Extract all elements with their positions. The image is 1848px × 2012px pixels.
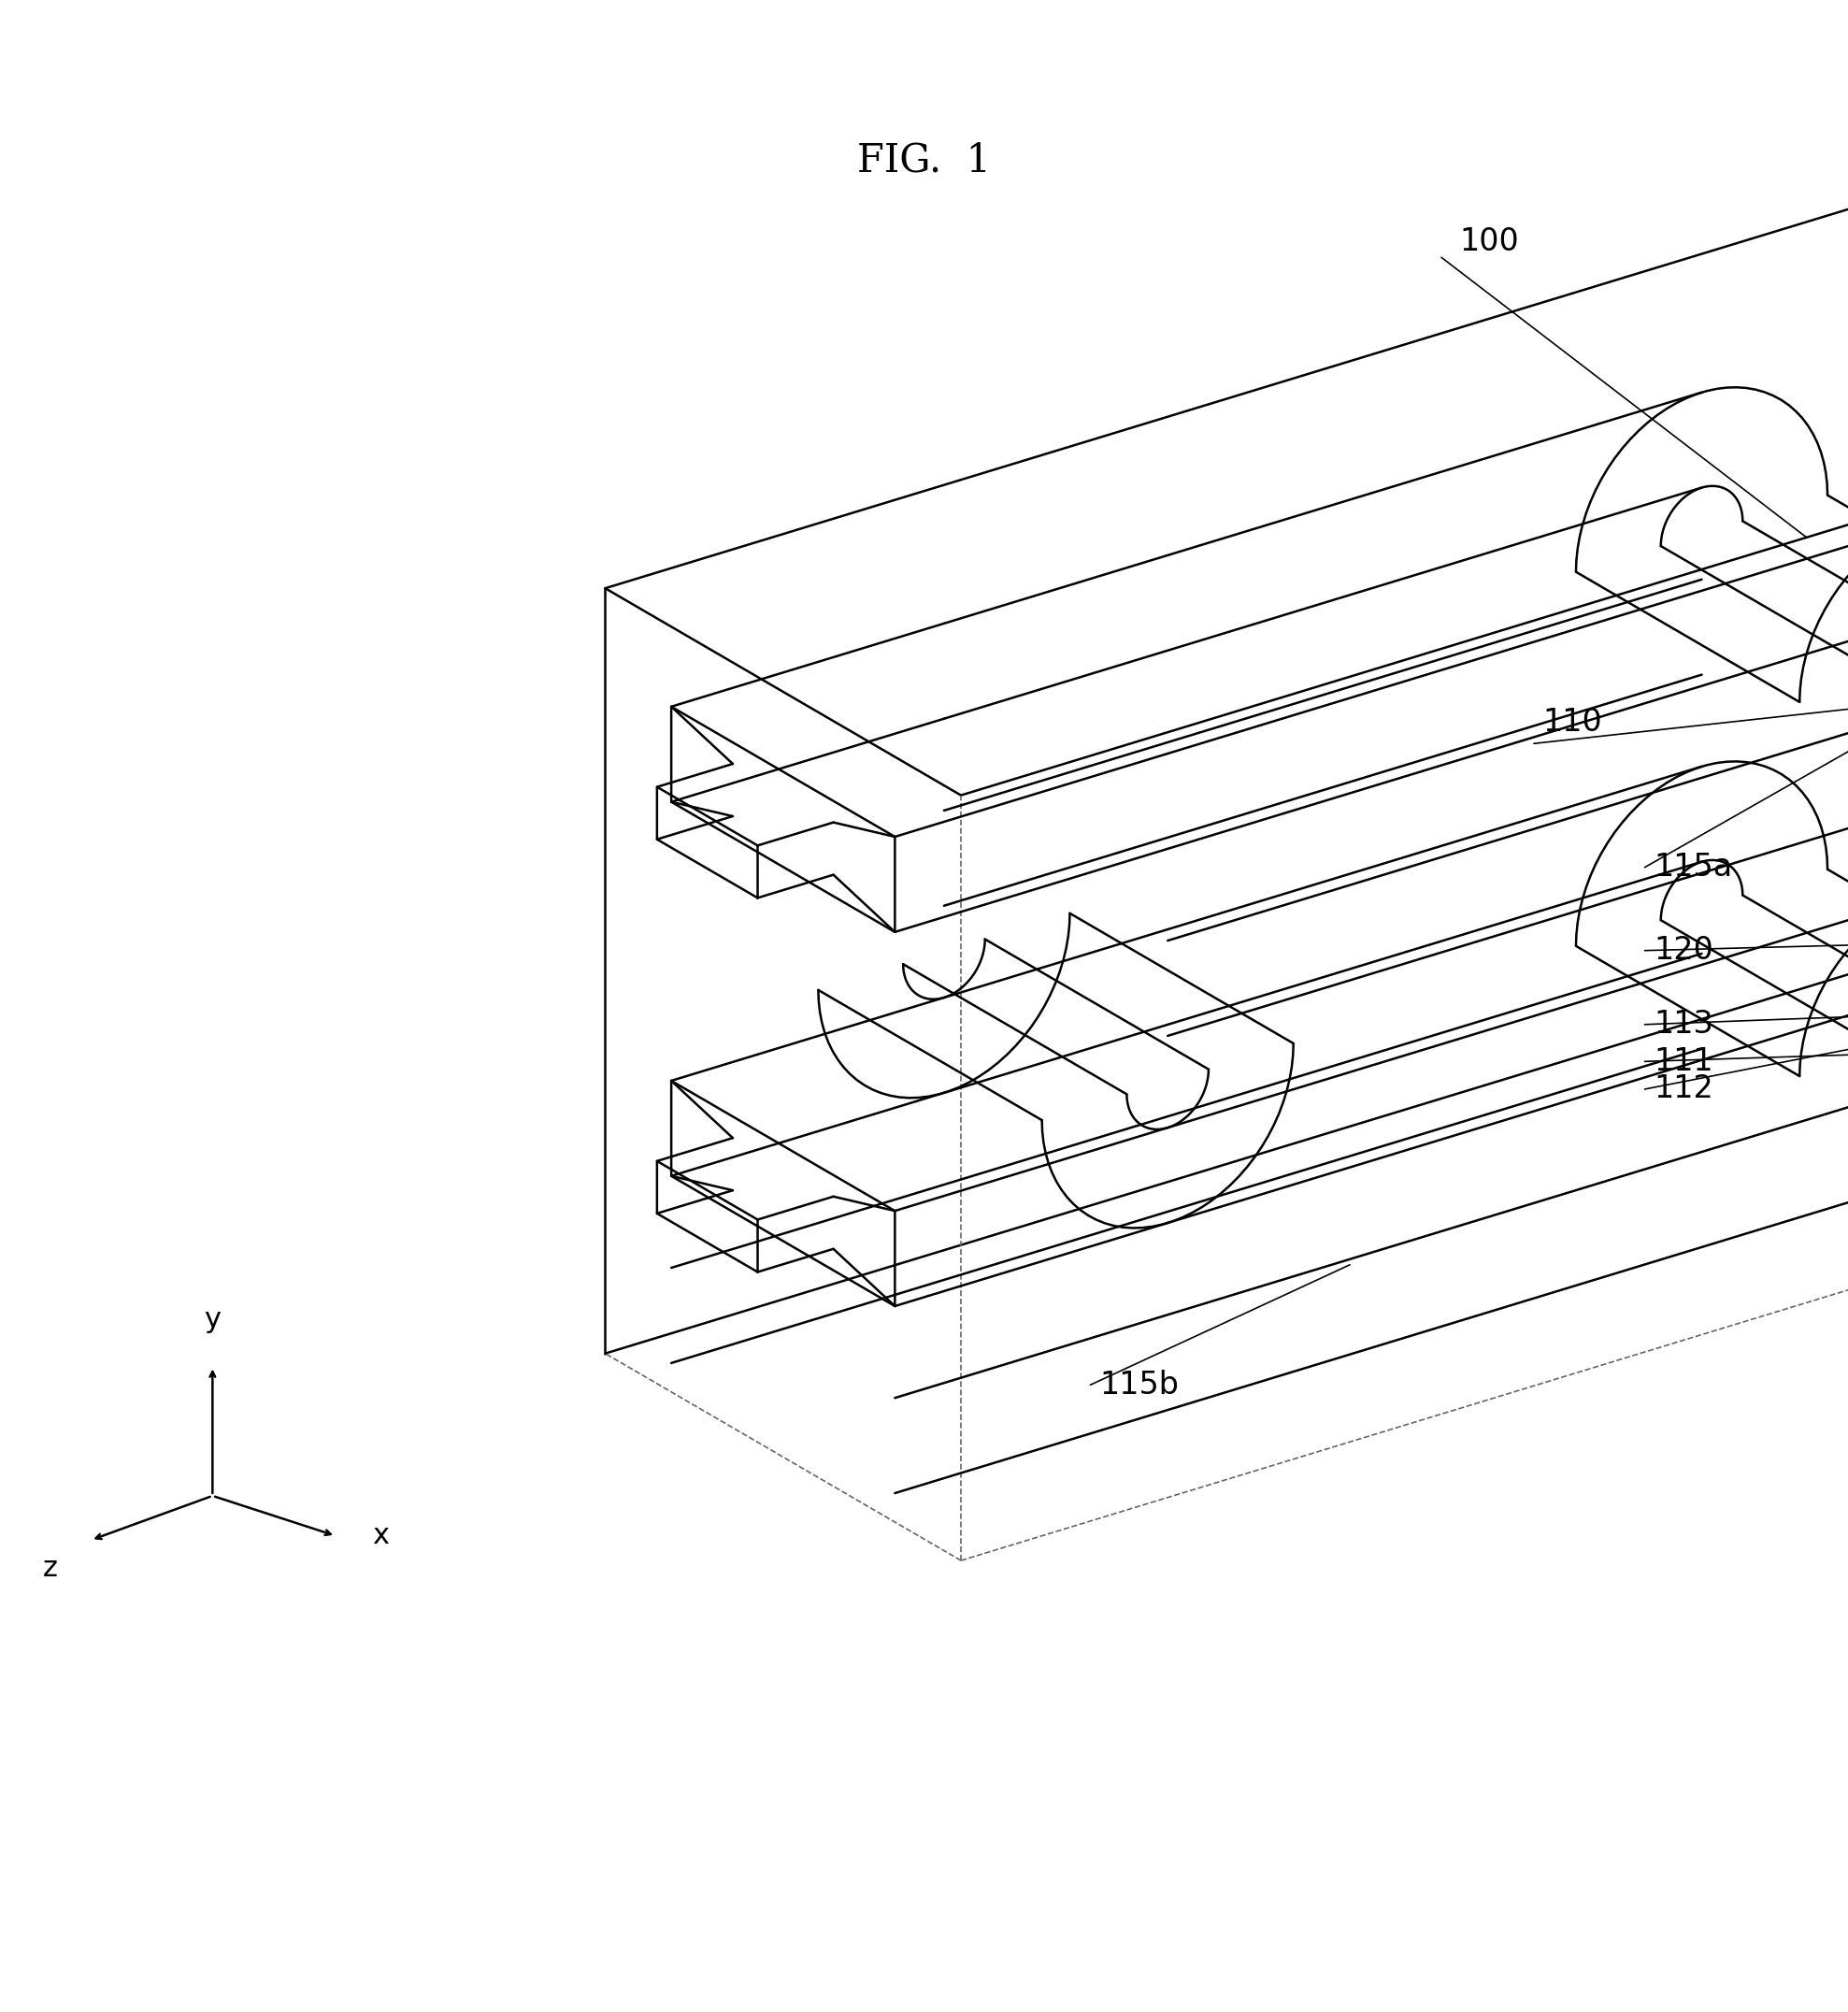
Text: 115b: 115b: [1100, 1370, 1179, 1400]
Text: z: z: [43, 1555, 57, 1581]
Text: 111: 111: [1654, 1046, 1713, 1076]
Text: x: x: [373, 1523, 390, 1549]
Text: 112: 112: [1654, 1074, 1713, 1105]
Text: FIG.  1: FIG. 1: [857, 141, 991, 181]
Text: 113: 113: [1654, 1010, 1713, 1040]
Text: 115a: 115a: [1654, 851, 1733, 883]
Text: 100: 100: [1460, 227, 1519, 258]
Text: y: y: [203, 1306, 222, 1334]
Text: 120: 120: [1654, 936, 1713, 966]
Text: 110: 110: [1543, 706, 1602, 738]
